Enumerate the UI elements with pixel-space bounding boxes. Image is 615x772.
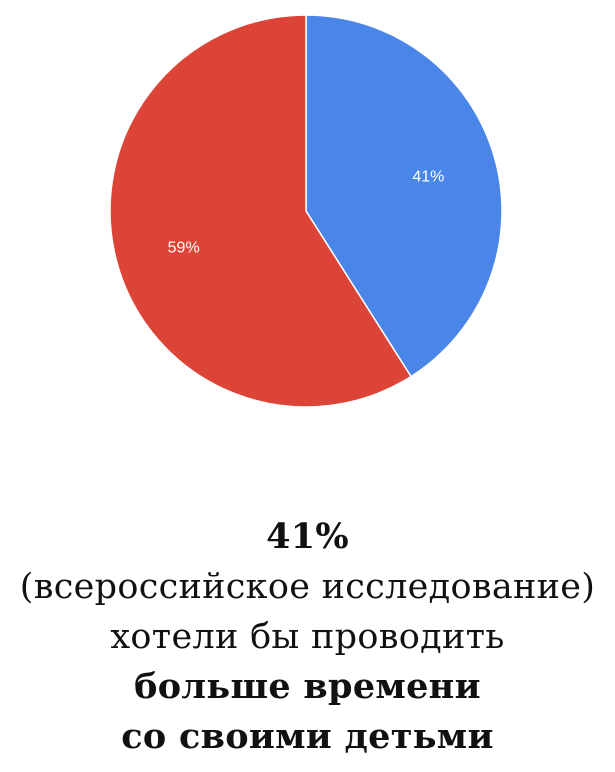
caption-emphasis-1: больше времени	[134, 666, 481, 707]
pie-chart: 41% 59%	[109, 14, 503, 408]
pie-slice-label-1: 59%	[168, 240, 200, 257]
caption-percent: 41%	[266, 516, 349, 557]
caption-text: хотели бы проводить	[110, 617, 505, 657]
caption-source: (всероссийское исследование)	[19, 567, 596, 607]
pie-slice-1	[109, 14, 413, 408]
pie-slice-0	[305, 14, 503, 378]
caption-emphasis-2: со своими детьми	[121, 716, 494, 757]
caption: 41% (всероссийское исследование) хотели …	[0, 512, 615, 762]
pie-slice-label-0: 41%	[412, 168, 444, 185]
